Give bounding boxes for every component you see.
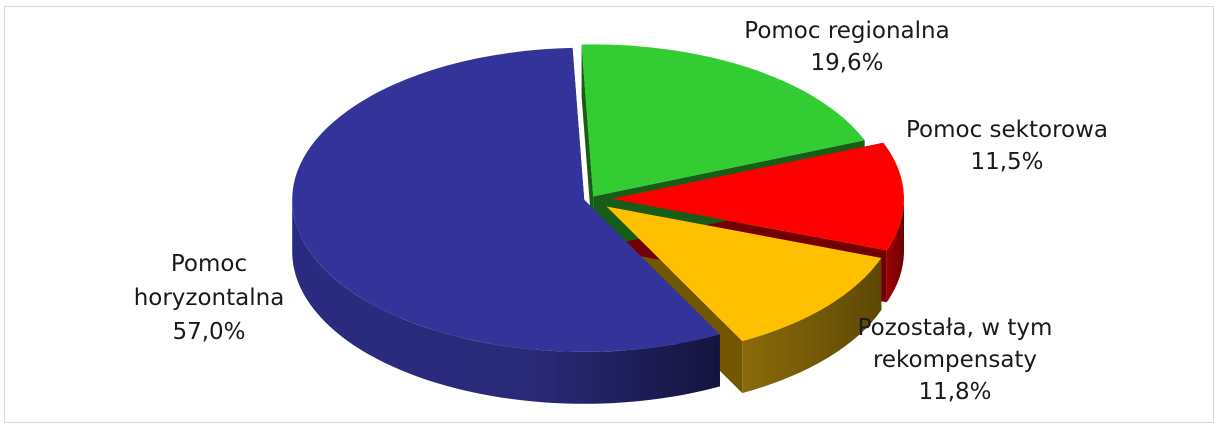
- slice-regional: [581, 44, 865, 197]
- slice-value-horizontal: 57,0%: [172, 319, 245, 345]
- slice-other: [606, 206, 882, 342]
- slice-value-regional: 19,6%: [810, 50, 883, 76]
- slice-side-horizontal: [292, 199, 720, 404]
- slice-label-horizontal-line2: horyzontalna: [134, 285, 285, 311]
- slice-face-regional-0: [581, 44, 594, 249]
- slice-side-sectoral: [886, 198, 904, 303]
- slice-label-sectoral: Pomoc sektorowa: [906, 117, 1108, 143]
- slice-value-sectoral: 11,5%: [970, 149, 1043, 175]
- chart-frame: Pomoc regionalna 19,6% Pomoc sektorowa 1…: [4, 6, 1214, 423]
- slice-side-other: [742, 257, 882, 394]
- slice-label-horizontal-line1: Pomoc: [171, 251, 247, 277]
- slice-label-other-line1: Pozostała, w tym: [858, 315, 1053, 341]
- slice-label-other-line2: rekompensaty: [873, 347, 1037, 373]
- slice-sectoral: [611, 142, 904, 251]
- slice-label-regional: Pomoc regionalna: [744, 18, 949, 44]
- pie-chart: Pomoc regionalna 19,6% Pomoc sektorowa 1…: [134, 18, 1108, 405]
- slice-horizontal: [292, 47, 720, 352]
- slice-value-other: 11,8%: [918, 379, 991, 405]
